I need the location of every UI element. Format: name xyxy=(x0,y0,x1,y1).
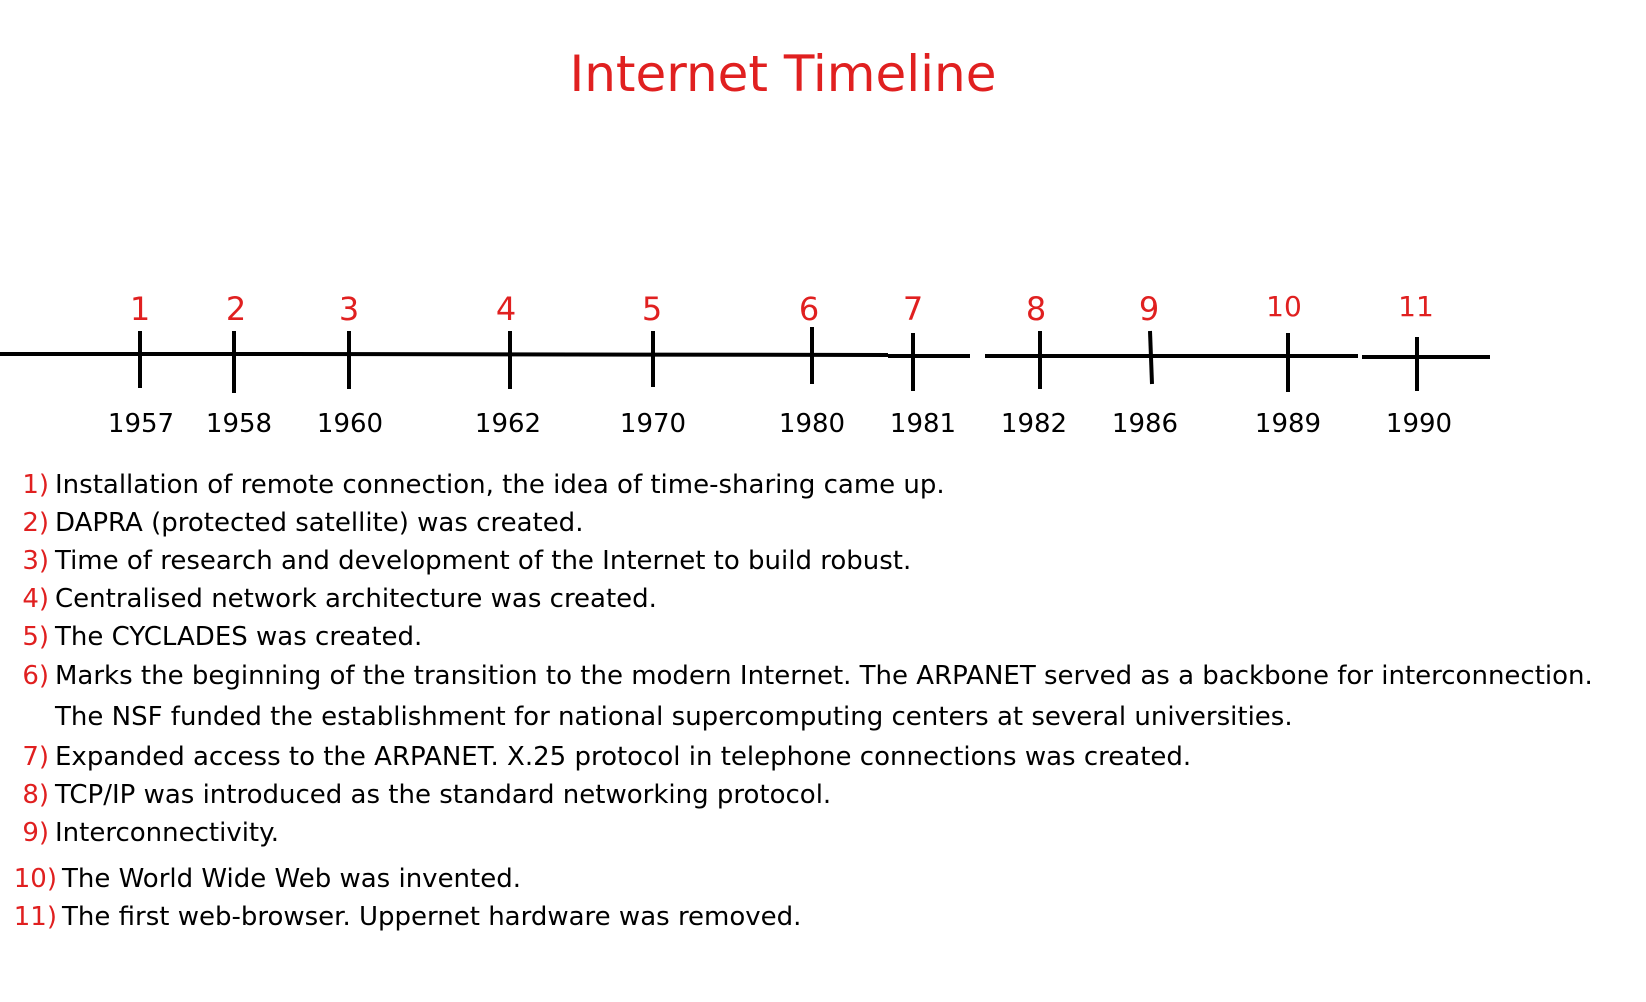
timeline-year-label: 1958 xyxy=(206,409,272,439)
timeline-marker-number: 1 xyxy=(130,290,150,328)
event-item: 9) Interconnectivity. xyxy=(0,814,1593,852)
timeline-year-label: 1990 xyxy=(1386,409,1452,439)
event-text: The first web-browser. Uppernet hardware… xyxy=(62,902,802,932)
event-item: 6) Marks the beginning of the transition … xyxy=(0,656,1593,738)
event-number: 6) xyxy=(22,661,49,691)
timeline-tick xyxy=(1148,330,1154,385)
page-title: Internet Timeline xyxy=(569,45,997,103)
timeline-year-labels: 1957 1958 1960 1962 1970 1980 1981 1982 1986 1989… xyxy=(108,409,1452,439)
event-number: 4) xyxy=(22,584,49,614)
event-text: The CYCLADES was created. xyxy=(55,622,423,652)
timeline-year-label: 1962 xyxy=(475,409,541,439)
timeline-year-label: 1957 xyxy=(108,409,174,439)
event-number: 11) xyxy=(13,902,57,932)
timeline-year-label: 1980 xyxy=(779,409,845,439)
timeline-year-label: 1986 xyxy=(1112,409,1178,439)
event-number: 9) xyxy=(22,818,49,848)
timeline-year-label: 1960 xyxy=(317,409,383,439)
timeline-marker-number: 5 xyxy=(642,290,662,328)
timeline-diagram: 1 2 3 4 5 6 7 8 9 10 11 1957 1958 1960 1962 1970 1980 19… xyxy=(0,290,1490,439)
timeline-marker-number: 4 xyxy=(496,290,516,328)
event-list: 1) Installation of remote connection, the… xyxy=(0,466,1593,936)
timeline-marker-number: 7 xyxy=(903,290,923,328)
event-item: 10) The World Wide Web was invented. xyxy=(0,860,1593,898)
event-item: 3) Time of research and development of th… xyxy=(0,542,1593,580)
event-number: 5) xyxy=(22,622,49,652)
event-text: The NSF funded the establishment for nat… xyxy=(55,702,1293,732)
event-text: Interconnectivity. xyxy=(55,818,280,848)
event-text: Expanded access to the ARPANET. X.25 pro… xyxy=(55,742,1192,772)
event-item: 5) The CYCLADES was created. xyxy=(0,618,1593,656)
timeline-year-label: 1970 xyxy=(620,409,686,439)
timeline-line xyxy=(0,352,1490,359)
event-number: 3) xyxy=(22,546,49,576)
event-item: 7) Expanded access to the ARPANET. X.25 p… xyxy=(0,738,1593,776)
timeline-marker-number: 8 xyxy=(1026,290,1046,328)
timeline-year-label: 1981 xyxy=(890,409,956,439)
timeline-marker-number: 2 xyxy=(226,290,246,328)
event-number: 1) xyxy=(22,470,49,500)
event-text: Marks the beginning of the transition to… xyxy=(55,661,1593,691)
timeline-marker-number: 11 xyxy=(1398,290,1434,323)
event-item: 1) Installation of remote connection, the… xyxy=(0,466,1593,504)
event-text: Installation of remote connection, the i… xyxy=(55,470,945,500)
event-text: Centralised network architecture was cre… xyxy=(55,584,657,614)
timeline-ticks xyxy=(138,327,1419,393)
timeline-marker-number: 3 xyxy=(339,290,359,328)
event-text: The World Wide Web was invented. xyxy=(62,864,521,894)
timeline-marker-number: 10 xyxy=(1266,290,1302,323)
event-text: DAPRA (protected satellite) was created. xyxy=(55,508,584,538)
timeline-year-label: 1982 xyxy=(1001,409,1067,439)
event-text: Time of research and development of the … xyxy=(55,546,912,576)
timeline-year-label: 1989 xyxy=(1255,409,1321,439)
event-number: 7) xyxy=(22,742,49,772)
event-item: 4) Centralised network architecture was c… xyxy=(0,580,1593,618)
timeline-marker-number: 9 xyxy=(1139,290,1159,328)
event-number: 8) xyxy=(22,780,49,810)
event-text: TCP/IP was introduced as the standard ne… xyxy=(55,780,832,810)
event-number: 10) xyxy=(13,864,57,894)
event-item: 11) The first web-browser. Uppernet hardw… xyxy=(0,898,1593,936)
timeline-marker-number: 6 xyxy=(799,290,819,328)
event-item: 8) TCP/IP was introduced as the standard … xyxy=(0,776,1593,814)
timeline-marker-numbers: 1 2 3 4 5 6 7 8 9 10 11 xyxy=(130,290,1434,328)
event-item: 2) DAPRA (protected satellite) was create… xyxy=(0,504,1593,542)
event-number: 2) xyxy=(22,508,49,538)
